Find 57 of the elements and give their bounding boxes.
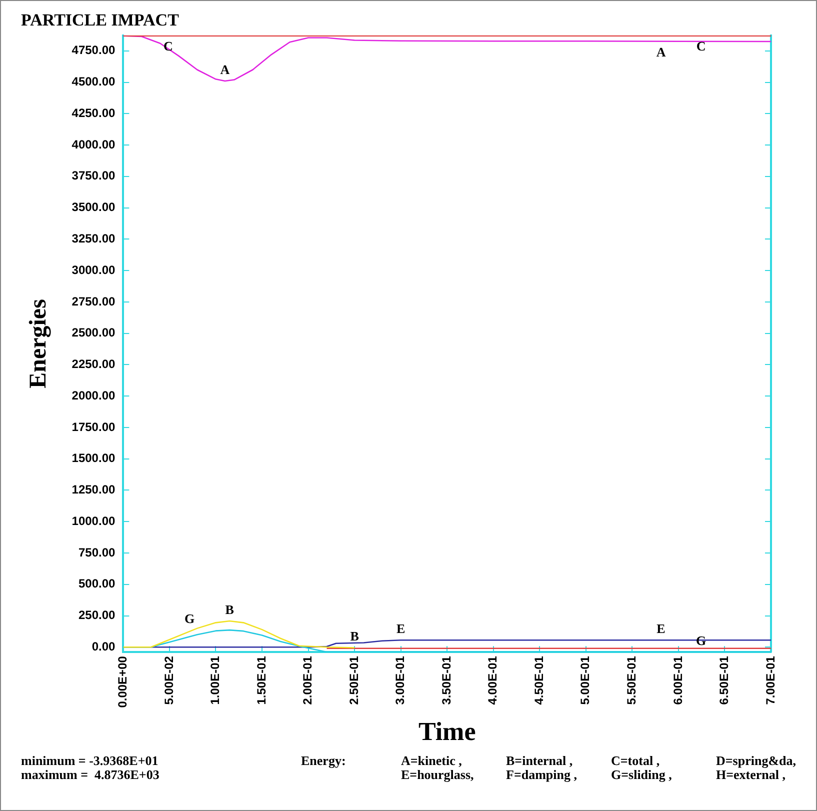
series-label: E <box>396 620 406 636</box>
text: A <box>220 62 230 77</box>
text: F=damping , <box>506 767 577 783</box>
y-tick-label: 250.00 <box>78 608 116 622</box>
y-tick-label: 3000.00 <box>72 262 116 277</box>
y-tick-label: 4000.00 <box>72 137 116 152</box>
chart-title: PARTICLE IMPACT <box>21 10 180 30</box>
y-tick-label: 1750.00 <box>72 420 116 434</box>
y-tick-label: 3750.00 <box>72 168 116 183</box>
text: D=spring&da, <box>716 753 796 769</box>
y-tick-label: 0.00 <box>92 639 116 654</box>
x-tick-label: 6.50E-01 <box>717 656 732 705</box>
x-tick-label: 1.00E-01 <box>208 656 222 705</box>
x-tick-label: 6.00E-01 <box>670 656 685 705</box>
y-tick-label: 4500.00 <box>72 74 116 89</box>
y-axis-title: Energies <box>26 299 52 388</box>
text: H=external , <box>716 767 786 783</box>
text: maximum = 4.8736E+03 <box>21 767 160 783</box>
y-tick-label: 2250.00 <box>72 357 116 372</box>
x-tick-label: 3.50E-01 <box>439 656 454 705</box>
x-tick-label: 5.50E-01 <box>624 656 638 705</box>
y-tick-label: 4250.00 <box>72 106 116 120</box>
y-tick-label: 2500.00 <box>72 326 116 340</box>
x-tick-label: 5.00E-01 <box>578 656 592 705</box>
x-tick-label: 4.00E-01 <box>486 656 500 705</box>
y-tick-label: 1000.00 <box>72 514 116 528</box>
y-tick-label: 500.00 <box>78 576 116 591</box>
y-tick-label: 1500.00 <box>72 451 116 466</box>
x-tick-label: 7.00E-01 <box>763 656 778 705</box>
text: C <box>696 38 706 54</box>
text: E <box>656 620 666 636</box>
y-tick-label: 2750.00 <box>72 294 116 308</box>
text: Energy: <box>301 753 346 769</box>
x-tick-label: 2.00E-01 <box>300 656 315 705</box>
text: A=kinetic , <box>401 753 462 769</box>
series-label: B <box>350 628 360 644</box>
text: G=sliding , <box>611 767 672 783</box>
x-axis-title: Time <box>418 717 476 746</box>
text: B=internal , <box>506 753 573 769</box>
y-tick-label: 3250.00 <box>72 232 116 246</box>
y-tick-label: 3500.00 <box>72 200 116 214</box>
y-tick-label: 1250.00 <box>72 482 116 497</box>
x-tick-label: 3.00E-01 <box>393 656 408 705</box>
series-label: A <box>656 44 666 60</box>
text: E=hourglass, <box>401 767 474 783</box>
x-tick-label: 5.00E-02 <box>162 656 176 705</box>
text: B <box>225 602 234 617</box>
x-tick-label: 2.50E-01 <box>346 656 361 705</box>
y-tick-label: 4750.00 <box>72 43 116 58</box>
y-tick-label: 2000.00 <box>72 388 116 402</box>
x-tick-label: 1.50E-01 <box>254 656 268 705</box>
x-tick-label: 4.50E-01 <box>532 656 546 705</box>
text: G <box>184 610 195 626</box>
text: C=total , <box>611 753 660 769</box>
y-tick-label: 750.00 <box>78 545 116 560</box>
text: minimum = -3.9368E+01 <box>21 753 158 769</box>
x-tick-label: 0.00E+00 <box>115 656 130 708</box>
